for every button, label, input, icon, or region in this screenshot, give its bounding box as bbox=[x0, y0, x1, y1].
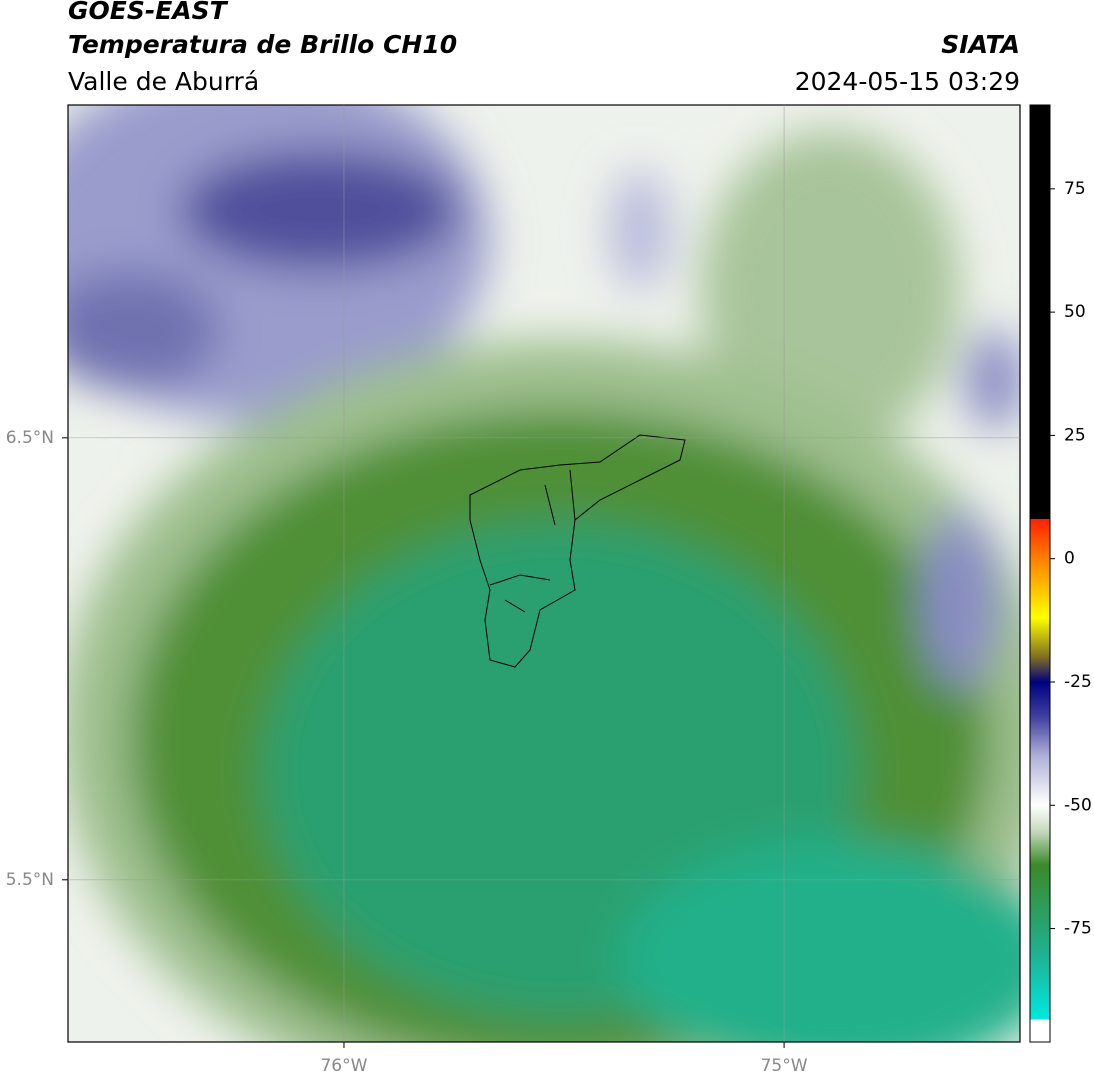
datetime: 2024-05-15 03:29 bbox=[795, 67, 1020, 96]
source: SIATA bbox=[941, 30, 1020, 59]
satellite-image bbox=[68, 105, 1020, 1042]
title: GOES-EAST bbox=[68, 0, 229, 25]
valley-outline bbox=[469, 434, 686, 668]
colorbar-tick-label: 75 bbox=[1064, 179, 1086, 199]
y-tick-label: 5.5°N bbox=[6, 870, 54, 890]
colorbar-tick-label: -50 bbox=[1064, 795, 1092, 815]
colorbar-tick-label: -25 bbox=[1064, 672, 1092, 692]
colorbar-tick-label: 25 bbox=[1064, 425, 1086, 445]
x-tick-label: 75°W bbox=[761, 1056, 808, 1076]
subtitle: Temperatura de Brillo CH10 bbox=[68, 30, 457, 59]
x-tick-label: 76°W bbox=[320, 1056, 367, 1076]
y-tick-label: 6.5°N bbox=[6, 428, 54, 448]
colorbar-tick-label: 50 bbox=[1064, 302, 1086, 322]
map-frame bbox=[67, 104, 1021, 1043]
region: Valle de Aburrá bbox=[68, 67, 259, 96]
colorbar-tick-label: 0 bbox=[1064, 549, 1075, 569]
colorbar-tick-label: -75 bbox=[1064, 919, 1092, 939]
colorbar bbox=[1029, 104, 1051, 1043]
